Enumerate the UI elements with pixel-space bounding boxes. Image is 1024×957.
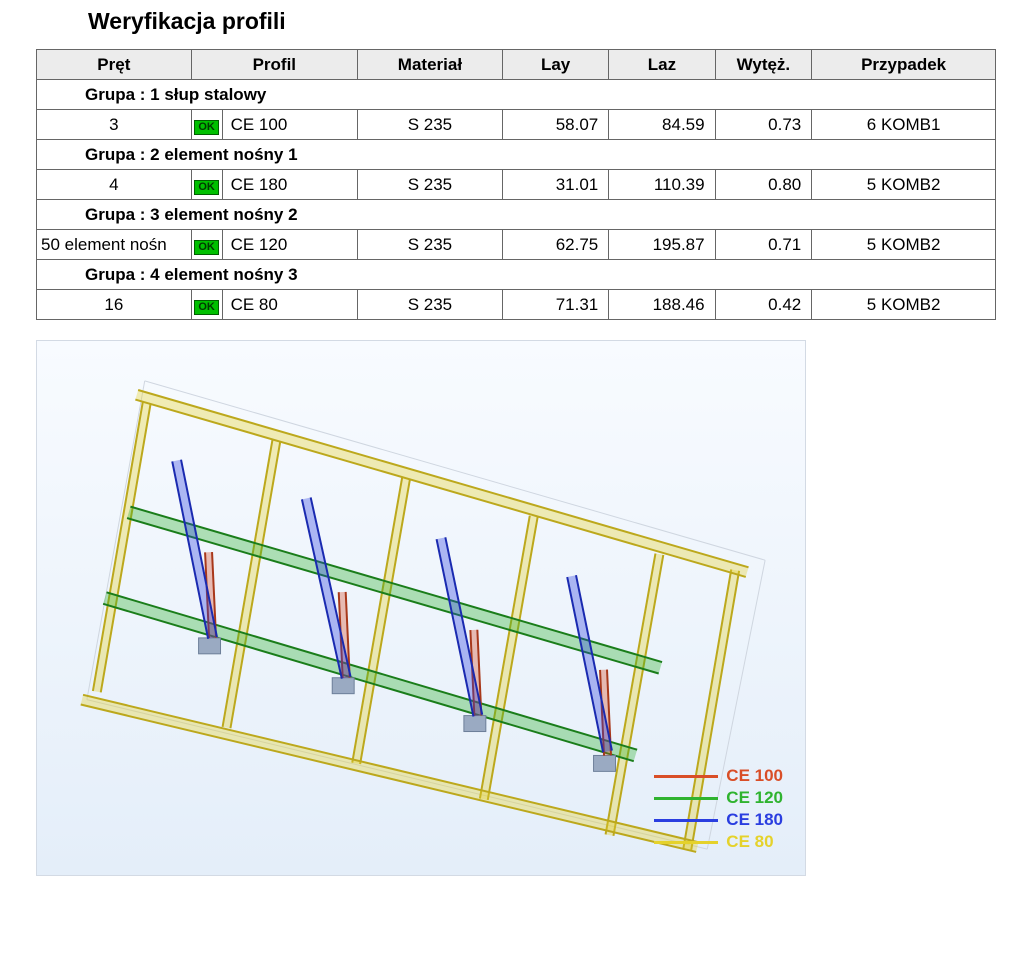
- table-row: 3OKCE 100S 23558.0784.590.736 KOMB1: [37, 110, 996, 140]
- legend-swatch: [654, 797, 718, 800]
- table-row: 50 element nośnOKCE 120S 23562.75195.870…: [37, 230, 996, 260]
- legend-label: CE 120: [726, 788, 783, 808]
- legend-item: CE 180: [654, 809, 783, 831]
- group-header: Grupa : 3 element nośny 2: [37, 200, 996, 230]
- legend-swatch: [654, 819, 718, 822]
- col-material: Materiał: [357, 50, 502, 80]
- legend: CE 100CE 120CE 180CE 80: [654, 765, 783, 853]
- page-title: Weryfikacja profili: [88, 8, 1024, 35]
- col-wytez: Wytęż.: [715, 50, 812, 80]
- ok-icon: OK: [194, 120, 219, 135]
- legend-label: CE 180: [726, 810, 783, 830]
- col-laz: Laz: [609, 50, 715, 80]
- table-row: 16OKCE 80S 23571.31188.460.425 KOMB2: [37, 290, 996, 320]
- col-pret: Pręt: [37, 50, 192, 80]
- legend-item: CE 120: [654, 787, 783, 809]
- col-profil: Profil: [191, 50, 357, 80]
- legend-item: CE 80: [654, 831, 783, 853]
- group-header: Grupa : 1 słup stalowy: [37, 80, 996, 110]
- ok-icon: OK: [194, 300, 219, 315]
- group-header: Grupa : 4 element nośny 3: [37, 260, 996, 290]
- col-lay: Lay: [502, 50, 608, 80]
- legend-item: CE 100: [654, 765, 783, 787]
- legend-label: CE 100: [726, 766, 783, 786]
- group-header: Grupa : 2 element nośny 1: [37, 140, 996, 170]
- legend-swatch: [654, 841, 718, 844]
- ok-icon: OK: [194, 180, 219, 195]
- verification-table: Pręt Profil Materiał Lay Laz Wytęż. Przy…: [36, 49, 996, 320]
- table-row: 4OKCE 180S 23531.01110.390.805 KOMB2: [37, 170, 996, 200]
- legend-label: CE 80: [726, 832, 773, 852]
- ok-icon: OK: [194, 240, 219, 255]
- legend-swatch: [654, 775, 718, 778]
- structure-diagram: CE 100CE 120CE 180CE 80: [36, 340, 806, 876]
- table-header-row: Pręt Profil Materiał Lay Laz Wytęż. Przy…: [37, 50, 996, 80]
- col-przypadek: Przypadek: [812, 50, 996, 80]
